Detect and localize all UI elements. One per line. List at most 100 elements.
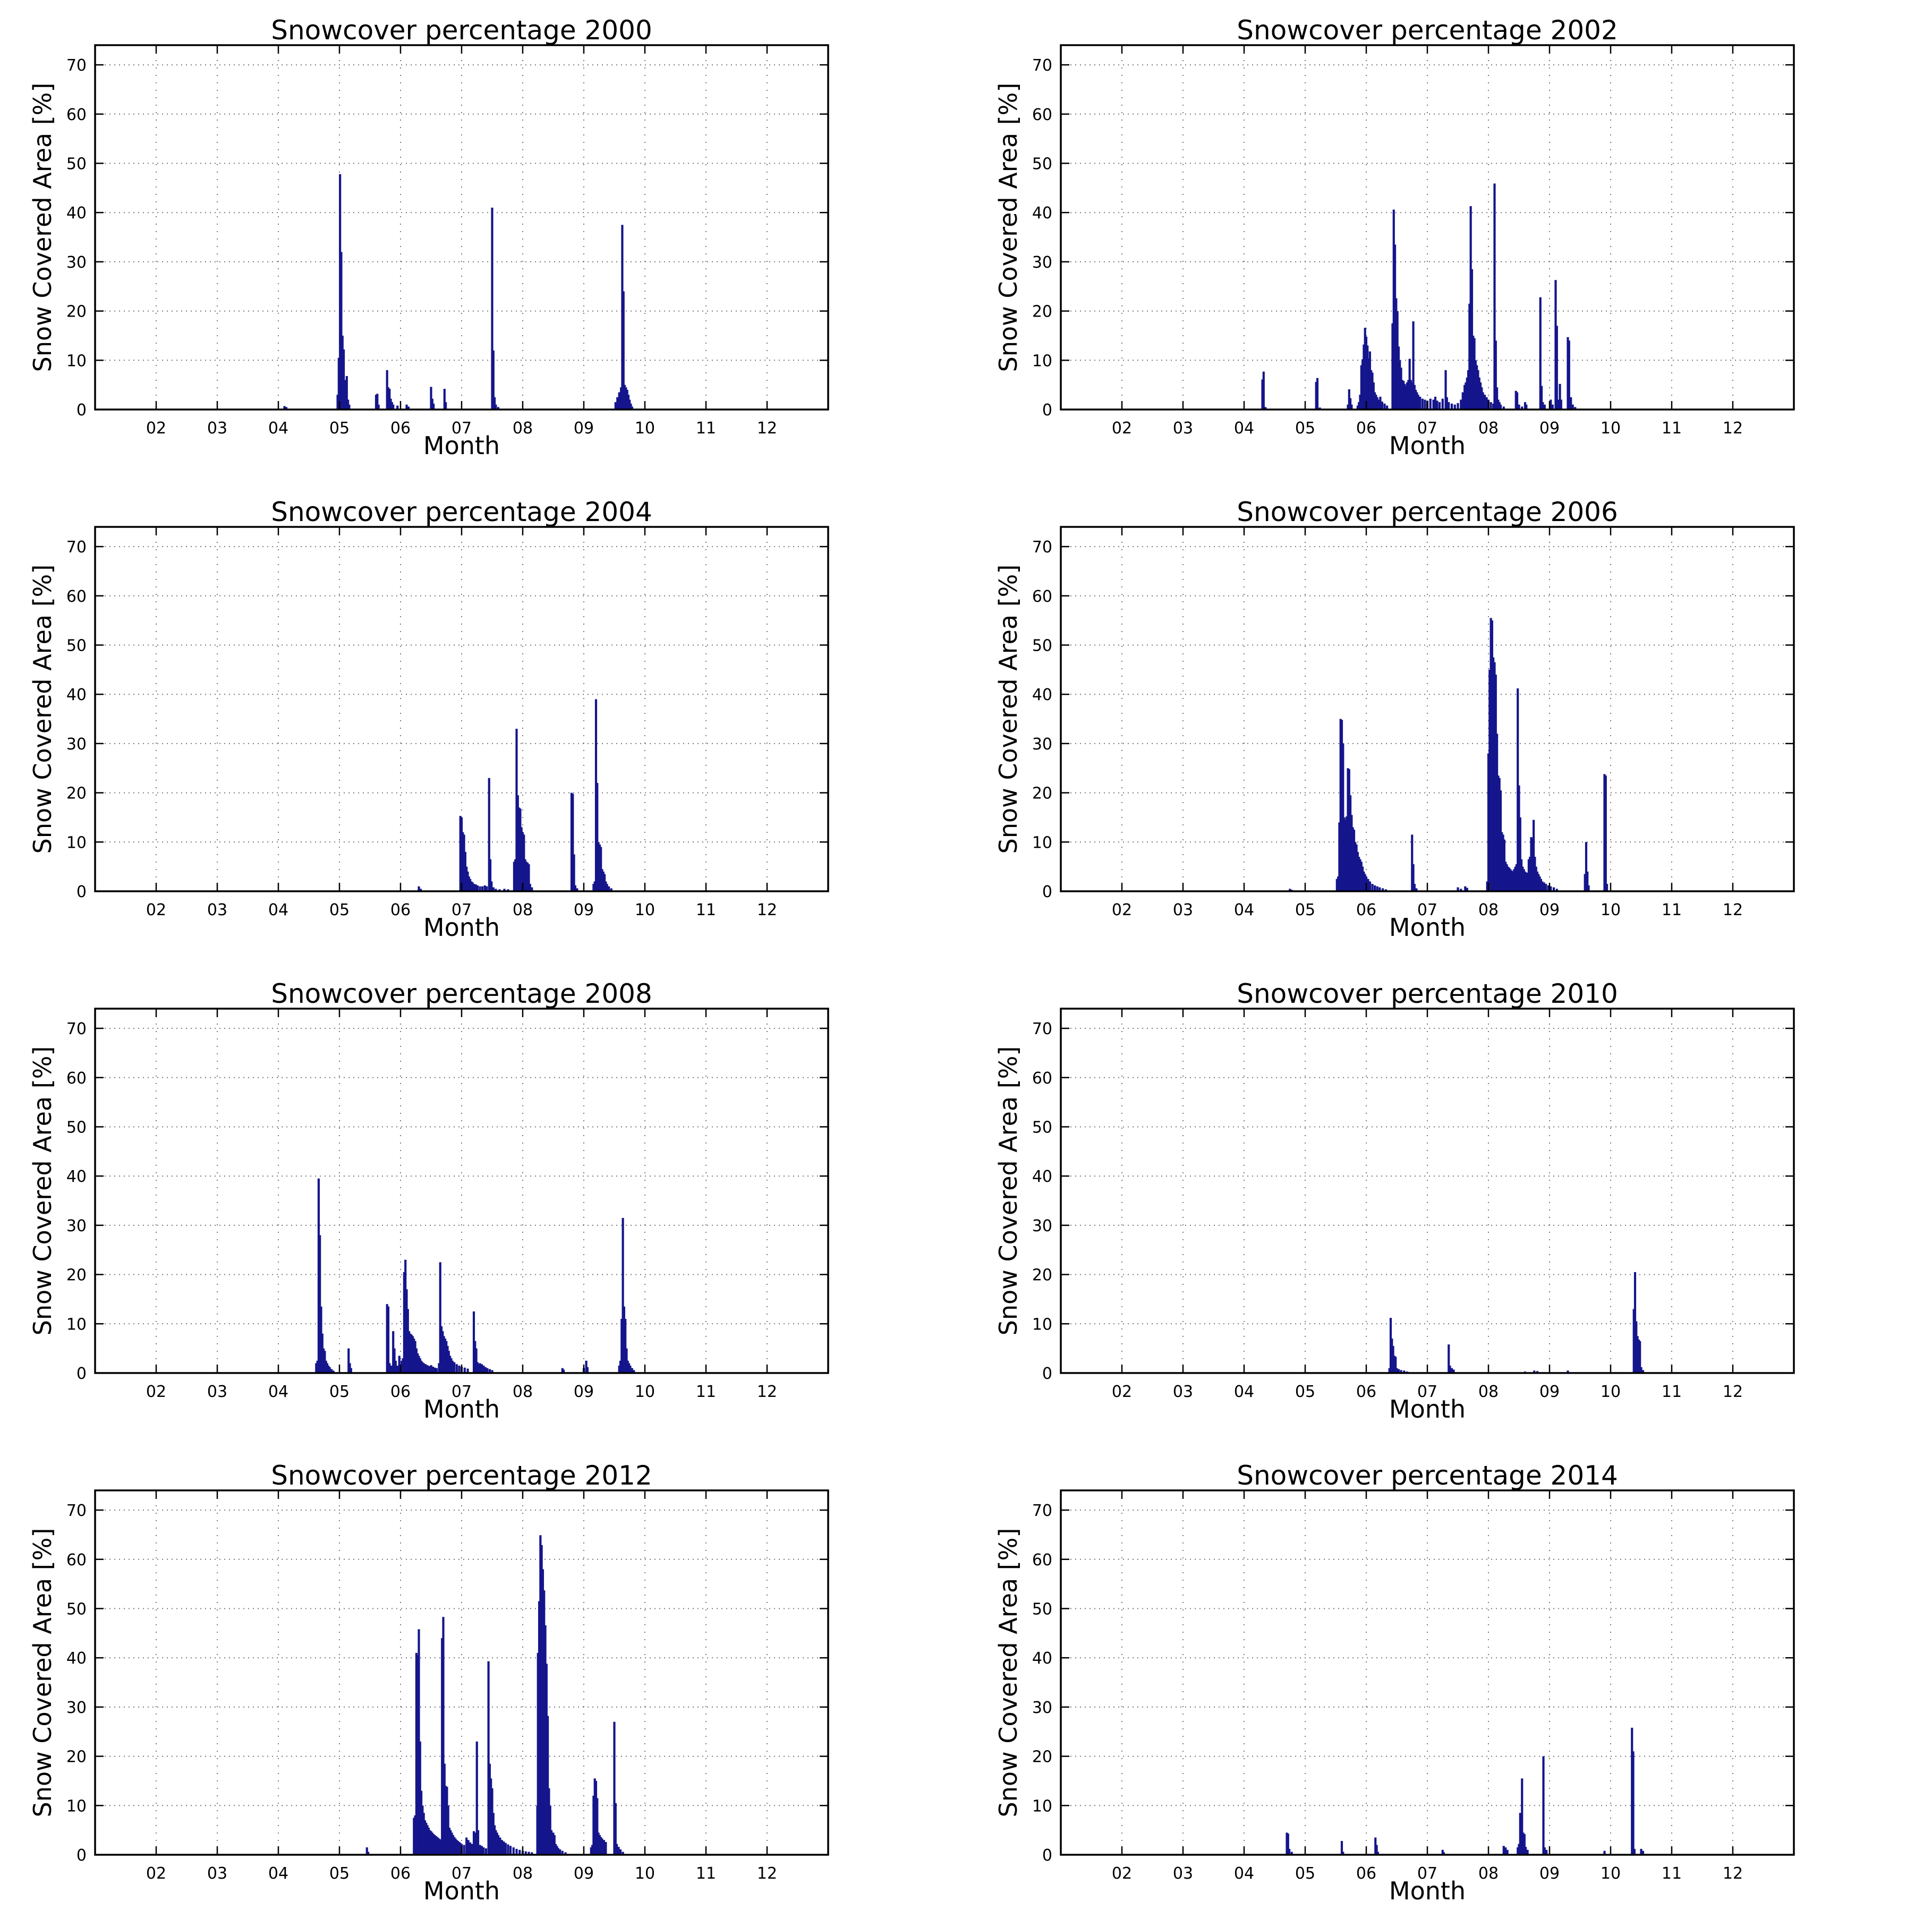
y-tick-label: 50	[1032, 1600, 1052, 1618]
bar	[596, 1798, 599, 1855]
bar	[556, 1846, 558, 1855]
bar	[1537, 874, 1540, 891]
bar	[627, 395, 630, 410]
x-tick-label: 12	[1723, 901, 1743, 919]
bar	[1490, 402, 1492, 410]
y-tick-label: 50	[66, 155, 87, 173]
tick-marks	[95, 45, 828, 411]
bar	[1339, 719, 1342, 891]
bar	[386, 1304, 388, 1373]
bar	[516, 795, 519, 891]
bar	[602, 1840, 606, 1855]
bar	[1342, 743, 1344, 891]
bar	[1525, 1847, 1527, 1855]
bar	[478, 1364, 480, 1373]
bar	[1368, 351, 1371, 410]
bar	[472, 884, 475, 891]
x-tick-label: 06	[1356, 419, 1376, 438]
y-tick-label: 70	[66, 1502, 87, 1520]
x-tick-label: 05	[329, 1864, 350, 1883]
bar	[1603, 774, 1606, 891]
bar	[469, 879, 472, 891]
tick-marks	[95, 1009, 828, 1374]
bar	[600, 1837, 602, 1855]
tick-labels: 02 03 04 05 06 07 08 09 10 11 12 0 10 20 30 40 50 60 70	[1032, 56, 1743, 438]
bar	[593, 1778, 596, 1855]
bar	[520, 827, 523, 891]
bar	[465, 1837, 468, 1855]
bar	[467, 876, 470, 891]
x-tick-label: 02	[146, 419, 166, 438]
bar	[500, 1840, 503, 1855]
bar	[393, 1348, 396, 1373]
x-tick-label: 10	[1601, 419, 1621, 438]
bar	[1383, 403, 1386, 410]
bar	[474, 884, 477, 891]
bar	[319, 1235, 321, 1373]
x-axis-label: Month	[423, 431, 500, 460]
bar	[1632, 1309, 1635, 1373]
bar	[402, 1358, 404, 1373]
bar	[1349, 795, 1352, 891]
bar	[602, 871, 605, 891]
bar	[509, 1846, 512, 1855]
bar	[472, 1311, 475, 1373]
bar	[594, 699, 598, 891]
bar	[1287, 1834, 1289, 1855]
bar	[625, 387, 627, 410]
bar	[1633, 1848, 1636, 1855]
bar	[1466, 888, 1468, 891]
y-tick-label: 40	[66, 686, 87, 704]
x-tick-label: 09	[574, 901, 594, 919]
bar	[390, 402, 393, 410]
bar	[1346, 816, 1348, 891]
bar	[433, 1835, 436, 1855]
bar	[1533, 820, 1535, 891]
bar	[1527, 859, 1530, 891]
bar	[1524, 871, 1527, 891]
y-tick-label: 30	[1032, 1699, 1052, 1717]
bar	[1540, 386, 1543, 410]
bar	[446, 1787, 448, 1855]
y-tick-label: 50	[1032, 155, 1052, 173]
snowcover-bars	[315, 1178, 635, 1373]
bar	[1365, 336, 1368, 410]
x-tick-label: 12	[757, 901, 777, 919]
bar	[1344, 820, 1347, 891]
bar	[1434, 396, 1437, 410]
y-tick-label: 50	[1032, 1118, 1052, 1137]
bar	[495, 1830, 497, 1855]
snowcover-bars	[1289, 618, 1608, 891]
bar	[464, 851, 466, 891]
x-axis-label: Month	[423, 1877, 500, 1905]
x-tick-label: 03	[1173, 901, 1193, 919]
bar	[623, 1306, 625, 1373]
chart-2014: 02 03 04 05 06 07 08 09 10 11 12 0 10 20 30 40 50 60 70 Sn…	[987, 1454, 1911, 1919]
x-tick-label: 11	[696, 901, 716, 919]
bar	[1513, 869, 1516, 891]
bar	[1363, 871, 1365, 891]
bar	[559, 1849, 561, 1855]
bar	[1640, 1367, 1642, 1373]
x-tick-label: 07	[452, 1864, 472, 1883]
bar	[527, 1852, 530, 1855]
bar	[414, 1341, 416, 1373]
y-tick-label: 0	[1042, 883, 1052, 901]
bar	[488, 778, 490, 891]
bar	[443, 389, 446, 410]
bar	[418, 1355, 420, 1373]
bar	[320, 1306, 322, 1373]
bar	[537, 1652, 539, 1855]
bar	[421, 1805, 424, 1855]
bar	[328, 1367, 331, 1373]
y-tick-label: 50	[66, 1118, 87, 1137]
bar	[1531, 838, 1534, 891]
tick-labels: 02 03 04 05 06 07 08 09 10 11 12 0 10 20 30 40 50 60 70	[66, 538, 777, 919]
bar	[1286, 1832, 1288, 1855]
bar	[413, 1338, 415, 1373]
y-tick-label: 50	[1032, 636, 1052, 655]
y-tick-label: 0	[76, 1846, 87, 1865]
bar	[590, 1847, 592, 1855]
bar	[426, 1365, 429, 1373]
y-tick-label: 0	[1042, 1846, 1052, 1865]
